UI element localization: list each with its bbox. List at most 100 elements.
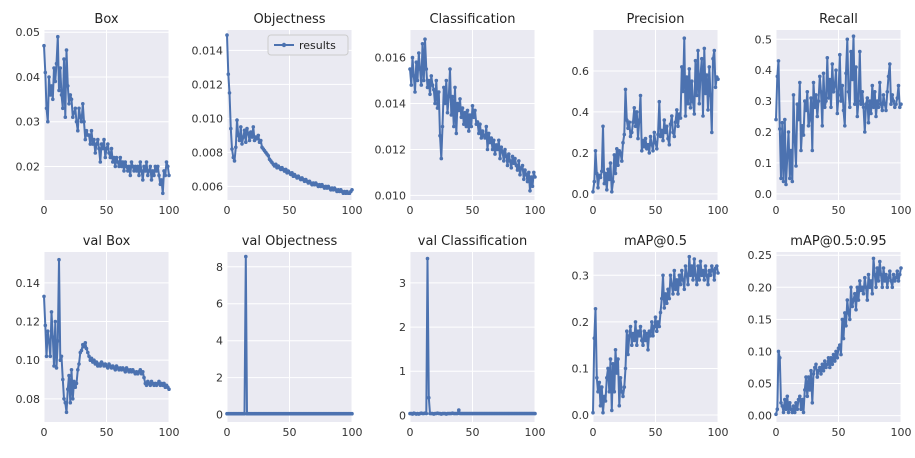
data-point — [106, 366, 110, 370]
data-point — [621, 140, 625, 145]
data-point — [791, 93, 796, 97]
data-point — [697, 101, 702, 106]
data-point — [785, 394, 790, 399]
data-point — [251, 125, 256, 129]
data-point — [430, 83, 435, 87]
data-point — [656, 320, 660, 324]
data-point — [865, 298, 870, 302]
data-point — [643, 338, 648, 343]
y-tick-label: 0.1 — [755, 157, 773, 170]
y-tick-label: 0.016 — [375, 52, 407, 65]
data-point — [890, 285, 895, 290]
data-point — [855, 285, 860, 290]
data-point — [623, 366, 628, 371]
data-point — [437, 90, 441, 94]
data-point — [239, 125, 243, 129]
data-point — [647, 329, 652, 334]
data-point — [796, 117, 801, 122]
data-point — [611, 179, 615, 184]
data-point — [678, 282, 683, 287]
data-point — [157, 173, 161, 178]
data-point — [114, 155, 119, 160]
data-point — [895, 96, 900, 100]
y-tick-label: 0.3 — [572, 269, 590, 282]
data-point — [633, 124, 638, 129]
y-tick-label: 0.2 — [755, 126, 773, 139]
data-point — [625, 118, 629, 122]
data-point — [118, 155, 123, 160]
data-point — [786, 410, 791, 415]
data-point — [716, 271, 720, 275]
data-point — [884, 272, 888, 277]
data-point — [628, 134, 633, 139]
data-point — [707, 268, 712, 273]
data-point — [132, 169, 136, 173]
data-point — [864, 102, 868, 106]
y-tick-label: 0.03 — [16, 116, 41, 129]
data-point — [128, 173, 133, 178]
data-point — [98, 364, 103, 368]
y-tick-label: 0.2 — [572, 316, 590, 329]
data-point — [488, 140, 492, 145]
data-point — [81, 102, 85, 106]
data-point — [703, 264, 708, 268]
subplot-classification: 0 50 100 0.010 0.012 0.014 0.016 Classification — [375, 12, 546, 217]
data-point — [836, 93, 841, 97]
data-point — [419, 83, 424, 87]
data-point — [648, 334, 653, 338]
data-point — [462, 122, 466, 126]
data-point — [884, 108, 888, 113]
data-point — [814, 362, 818, 367]
data-point — [637, 334, 642, 338]
data-point — [44, 354, 49, 359]
data-point — [696, 48, 700, 53]
data-point — [96, 137, 100, 142]
data-point — [776, 59, 781, 63]
data-point — [113, 368, 118, 372]
data-point — [637, 118, 642, 122]
data-point — [51, 97, 55, 102]
data-point — [522, 177, 526, 182]
data-point — [784, 182, 788, 187]
data-point — [665, 301, 669, 306]
data-point — [159, 178, 164, 182]
data-point — [605, 376, 609, 380]
data-point — [49, 84, 54, 88]
data-point — [691, 278, 695, 282]
data-point — [166, 164, 170, 169]
data-point — [608, 357, 613, 361]
y-tick-label: 0.10 — [16, 354, 41, 367]
data-point — [600, 169, 604, 174]
data-point — [232, 159, 237, 163]
data-point — [640, 149, 644, 153]
data-point — [820, 124, 825, 128]
data-point — [823, 105, 827, 110]
data-point — [868, 99, 872, 103]
data-point — [429, 74, 434, 78]
data-point — [141, 178, 145, 182]
x-tick-label: 0 — [41, 426, 48, 439]
data-point — [831, 352, 836, 357]
data-point — [789, 148, 793, 153]
data-point — [830, 362, 835, 367]
data-point — [92, 137, 96, 142]
data-point — [856, 99, 861, 103]
data-point — [856, 298, 861, 302]
data-point — [850, 304, 855, 309]
data-point — [533, 175, 537, 179]
data-point — [846, 311, 851, 315]
data-point — [129, 160, 134, 164]
data-point — [622, 132, 627, 137]
data-point — [784, 407, 788, 412]
data-point — [645, 147, 649, 151]
data-point — [504, 154, 509, 159]
data-point — [844, 324, 848, 328]
data-point — [706, 282, 710, 287]
data-point — [646, 142, 650, 147]
data-point — [696, 264, 700, 268]
data-point — [595, 376, 599, 380]
data-point — [89, 356, 94, 361]
data-point — [124, 164, 129, 169]
data-point — [685, 273, 689, 278]
data-point — [112, 155, 116, 160]
